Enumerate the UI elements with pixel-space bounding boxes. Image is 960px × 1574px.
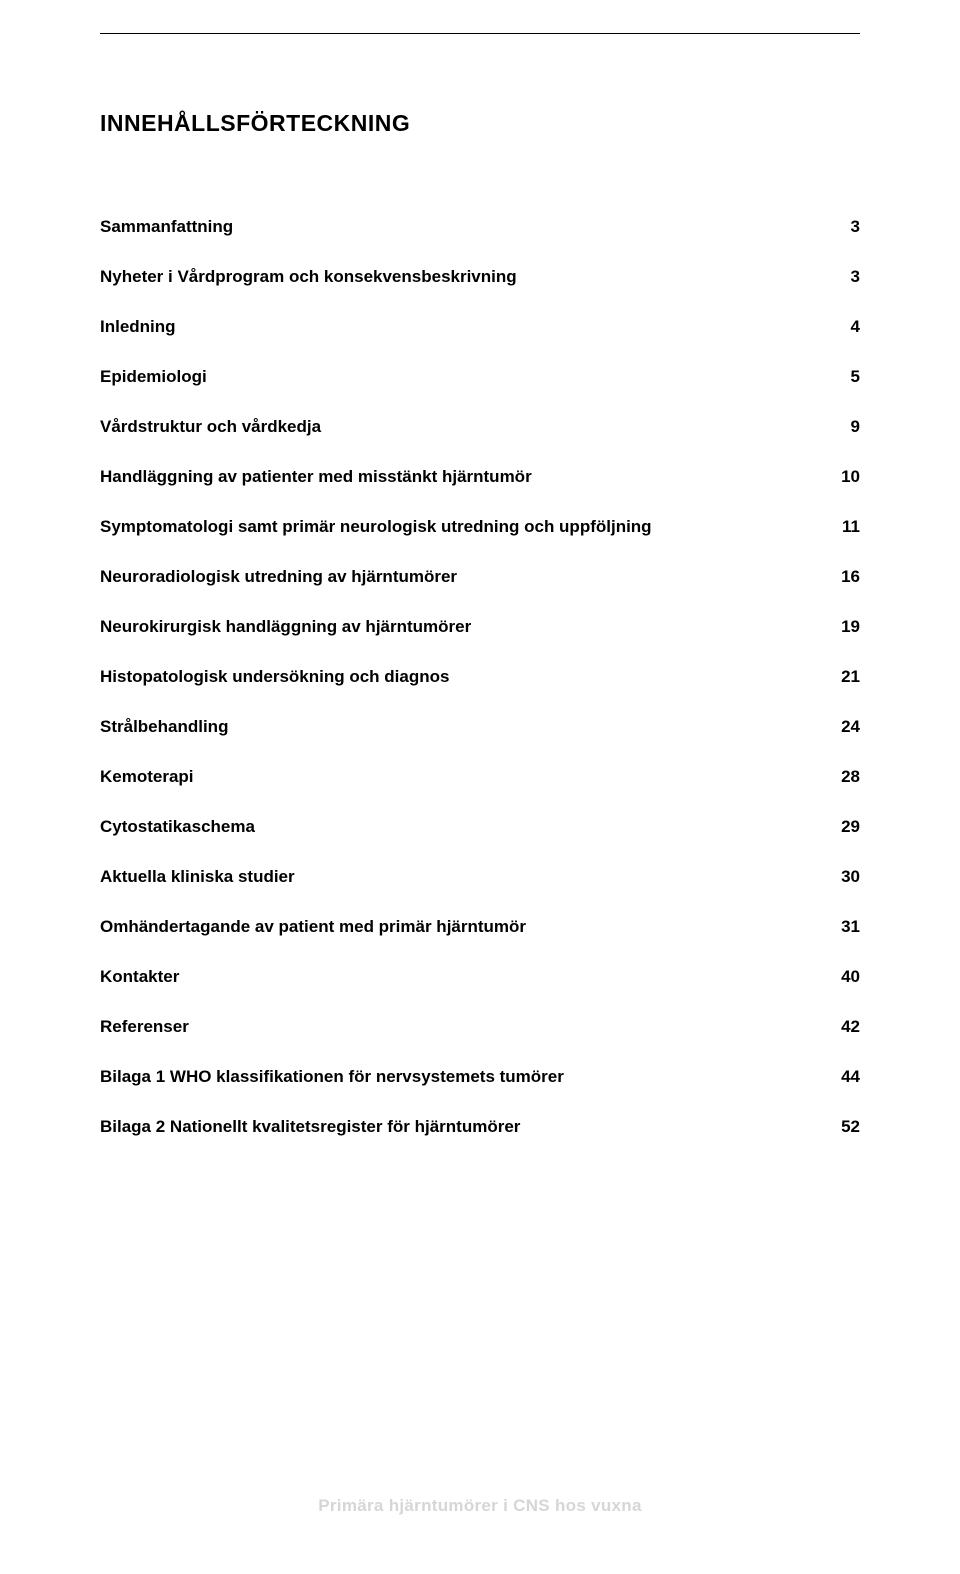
page-title: INNEHÅLLSFÖRTECKNING [100,110,860,137]
toc-page: 42 [832,1017,860,1037]
toc-page: 28 [832,767,860,787]
toc-label: Vårdstruktur och vårdkedja [100,417,321,437]
toc-label: Kontakter [100,967,179,987]
toc-label: Histopatologisk undersökning och diagnos [100,667,449,687]
toc-page: 29 [832,817,860,837]
toc-entry: Neurokirurgisk handläggning av hjärntumö… [100,617,860,637]
toc-entry: Omhändertagande av patient med primär hj… [100,917,860,937]
toc-entry: Kemoterapi 28 [100,767,860,787]
toc-label: Neurokirurgisk handläggning av hjärntumö… [100,617,471,637]
toc-entry: Handläggning av patienter med misstänkt … [100,467,860,487]
toc-page: 9 [832,417,860,437]
toc-entry: Strålbehandling 24 [100,717,860,737]
toc-page: 24 [832,717,860,737]
toc-page: 44 [832,1067,860,1087]
toc-page: 11 [832,517,860,537]
toc-page: 3 [832,217,860,237]
toc-label: Omhändertagande av patient med primär hj… [100,917,526,937]
toc-page: 16 [832,567,860,587]
toc-entry: Bilaga 1 WHO klassifikationen för nervsy… [100,1067,860,1087]
toc-entry: Cytostatikaschema 29 [100,817,860,837]
content-area: INNEHÅLLSFÖRTECKNING Sammanfattning 3 Ny… [100,110,860,1167]
toc-label: Referenser [100,1017,189,1037]
toc-page: 10 [832,467,860,487]
toc-label: Strålbehandling [100,717,228,737]
toc-label: Neuroradiologisk utredning av hjärntumör… [100,567,457,587]
toc-label: Bilaga 2 Nationellt kvalitetsregister fö… [100,1117,520,1137]
toc-entry: Sammanfattning 3 [100,217,860,237]
toc-list: Sammanfattning 3 Nyheter i Vårdprogram o… [100,217,860,1137]
toc-label: Cytostatikaschema [100,817,255,837]
toc-label: Nyheter i Vårdprogram och konsekvensbesk… [100,267,517,287]
toc-page: 4 [832,317,860,337]
toc-entry: Bilaga 2 Nationellt kvalitetsregister fö… [100,1117,860,1137]
toc-page: 3 [832,267,860,287]
toc-page: 5 [832,367,860,387]
toc-page: 21 [832,667,860,687]
toc-label: Symptomatologi samt primär neurologisk u… [100,517,652,537]
toc-label: Bilaga 1 WHO klassifikationen för nervsy… [100,1067,564,1087]
toc-entry: Vårdstruktur och vårdkedja 9 [100,417,860,437]
toc-entry: Neuroradiologisk utredning av hjärntumör… [100,567,860,587]
toc-entry: Kontakter 40 [100,967,860,987]
toc-entry: Epidemiologi 5 [100,367,860,387]
toc-label: Kemoterapi [100,767,194,787]
toc-page: 40 [832,967,860,987]
toc-label: Aktuella kliniska studier [100,867,295,887]
toc-page: 52 [832,1117,860,1137]
toc-entry: Aktuella kliniska studier 30 [100,867,860,887]
top-rule [100,33,860,34]
toc-label: Inledning [100,317,176,337]
toc-entry: Histopatologisk undersökning och diagnos… [100,667,860,687]
footer-text: Primära hjärntumörer i CNS hos vuxna [0,1496,960,1516]
toc-label: Sammanfattning [100,217,233,237]
toc-label: Handläggning av patienter med misstänkt … [100,467,532,487]
toc-entry: Referenser 42 [100,1017,860,1037]
toc-entry: Symptomatologi samt primär neurologisk u… [100,517,860,537]
toc-page: 30 [832,867,860,887]
toc-label: Epidemiologi [100,367,207,387]
toc-page: 19 [832,617,860,637]
toc-entry: Inledning 4 [100,317,860,337]
toc-entry: Nyheter i Vårdprogram och konsekvensbesk… [100,267,860,287]
toc-page: 31 [832,917,860,937]
